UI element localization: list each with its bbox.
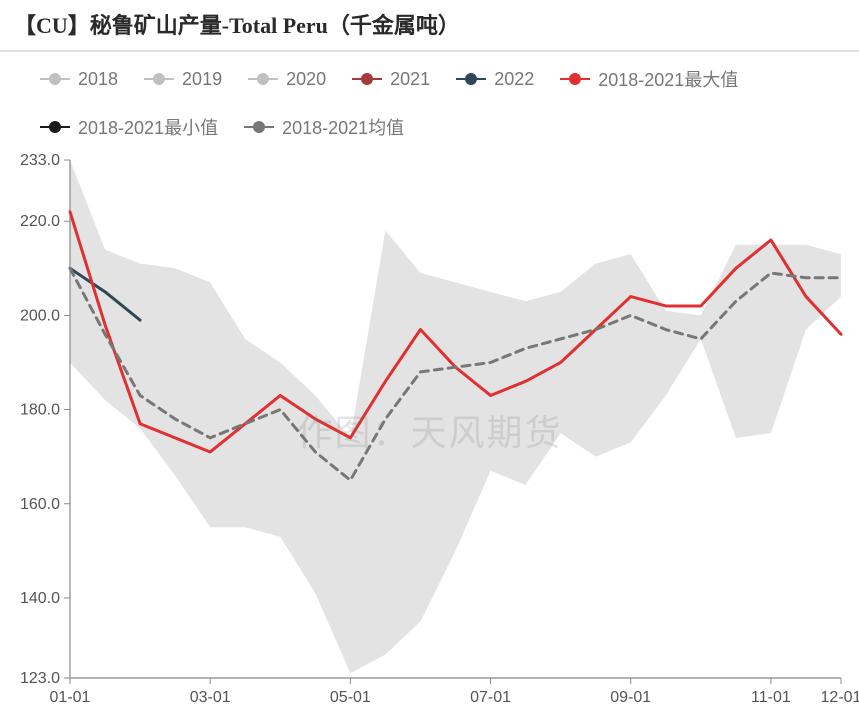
legend-item-2021[interactable]: 2021 [352,66,430,92]
x-tick-label: 01-01 [50,689,91,706]
legend-swatch [352,78,382,80]
x-tick-label: 12-01 [821,689,859,706]
chart-area: 123.0 140.0 160.0 180.0 200.0 220.0 233.0 01-01… [0,140,859,720]
x-tick-label: 11-01 [751,689,791,706]
y-tick-label: 220.0 [20,213,60,230]
legend-item-min_2018_2021[interactable]: 2018-2021最小值 [40,114,218,140]
legend-label: 2020 [286,69,326,90]
legend-item-2019[interactable]: 2019 [144,66,222,92]
y-tick-label: 123.0 [20,670,60,687]
y-tick-label: 180.0 [20,402,60,419]
legend-swatch [456,78,486,80]
legend-label: 2018-2021最小值 [78,114,218,140]
legend: 2018 2019 2020 2021 2022 2018-2021最大值 2018-202… [0,52,859,140]
title-bar: 【CU】秘鲁矿山产量-Total Peru（千金属吨） [0,0,859,52]
legend-label: 2018-2021均值 [282,114,404,140]
y-tick-label: 140.0 [20,590,60,607]
chart-title: 【CU】秘鲁矿山产量-Total Peru（千金属吨） [14,8,845,40]
x-tick-label: 03-01 [190,689,231,706]
legend-label: 2019 [182,69,222,90]
x-tick-label: 09-01 [610,689,651,706]
legend-item-2022[interactable]: 2022 [456,66,534,92]
x-tick-label: 07-01 [470,689,511,706]
legend-swatch [144,78,174,80]
legend-label: 2018-2021最大值 [598,66,738,92]
legend-item-max_2018_2021[interactable]: 2018-2021最大值 [560,66,738,92]
y-tick-label: 200.0 [20,307,60,324]
x-tick-label: 05-01 [330,689,371,706]
legend-label: 2021 [390,69,430,90]
legend-item-2018[interactable]: 2018 [40,66,118,92]
legend-item-mean_2018_2021[interactable]: 2018-2021均值 [244,114,404,140]
chart-svg: 123.0 140.0 160.0 180.0 200.0 220.0 233.0 01-01… [0,140,859,720]
legend-item-2020[interactable]: 2020 [248,66,326,92]
y-tick-label: 233.0 [20,152,60,169]
legend-swatch [40,78,70,80]
legend-label: 2022 [494,69,534,90]
y-tick-label: 160.0 [20,496,60,513]
legend-label: 2018 [78,69,118,90]
legend-swatch [244,126,274,128]
legend-swatch [560,78,590,80]
legend-swatch [40,126,70,128]
legend-swatch [248,78,278,80]
